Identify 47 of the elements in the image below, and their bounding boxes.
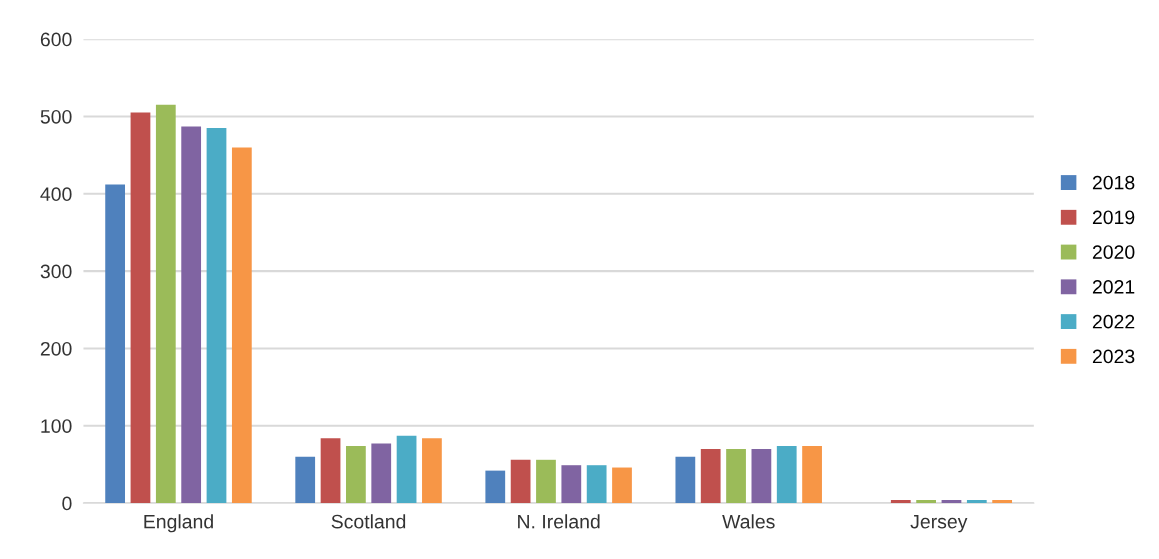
bar [231, 147, 252, 504]
bar [561, 465, 582, 504]
x-tick-label: England [144, 514, 213, 533]
x-tick-label: N. Ireland [518, 514, 600, 529]
bar [130, 112, 151, 504]
bar [371, 443, 392, 504]
bar [776, 445, 797, 504]
bar [751, 448, 772, 504]
bar [181, 126, 202, 504]
y-tick-label: 100 [41, 419, 72, 434]
bar [966, 500, 987, 504]
y-tick-label: 500 [40, 109, 72, 124]
y-tick-label: 600 [40, 32, 72, 47]
bar [916, 500, 936, 504]
y-tick-label: 300 [40, 264, 72, 279]
bar [612, 467, 632, 504]
bar [295, 456, 316, 504]
x-tick-label: Jersey [910, 514, 968, 533]
bar [485, 470, 506, 504]
bar [992, 500, 1013, 504]
y-tick-label: 400 [40, 187, 72, 202]
bar [105, 184, 126, 504]
x-tick-label: Wales [722, 514, 775, 529]
y-tick-label: 200 [40, 341, 72, 356]
bar [700, 448, 721, 504]
legend-label: 2021 [1092, 280, 1135, 294]
bar [586, 465, 607, 504]
y-tick-label: 0 [62, 496, 72, 511]
bar [396, 435, 417, 504]
legend-label: 2023 [1092, 349, 1135, 364]
bar [206, 128, 227, 504]
legend-label: 2019 [1092, 210, 1135, 225]
bar [346, 445, 366, 504]
legend-label: 2018 [1092, 175, 1135, 190]
bar [941, 500, 962, 504]
bar [726, 448, 746, 504]
bar [802, 445, 822, 504]
legend-label: 2020 [1092, 245, 1135, 260]
bar [155, 104, 176, 504]
bar [422, 438, 442, 504]
bar [536, 459, 556, 504]
bar [510, 459, 531, 504]
legend-label: 2022 [1092, 314, 1135, 329]
x-tick-label: Scotland [331, 514, 406, 529]
bar [320, 438, 341, 504]
bar [675, 456, 696, 504]
bar [890, 500, 911, 504]
